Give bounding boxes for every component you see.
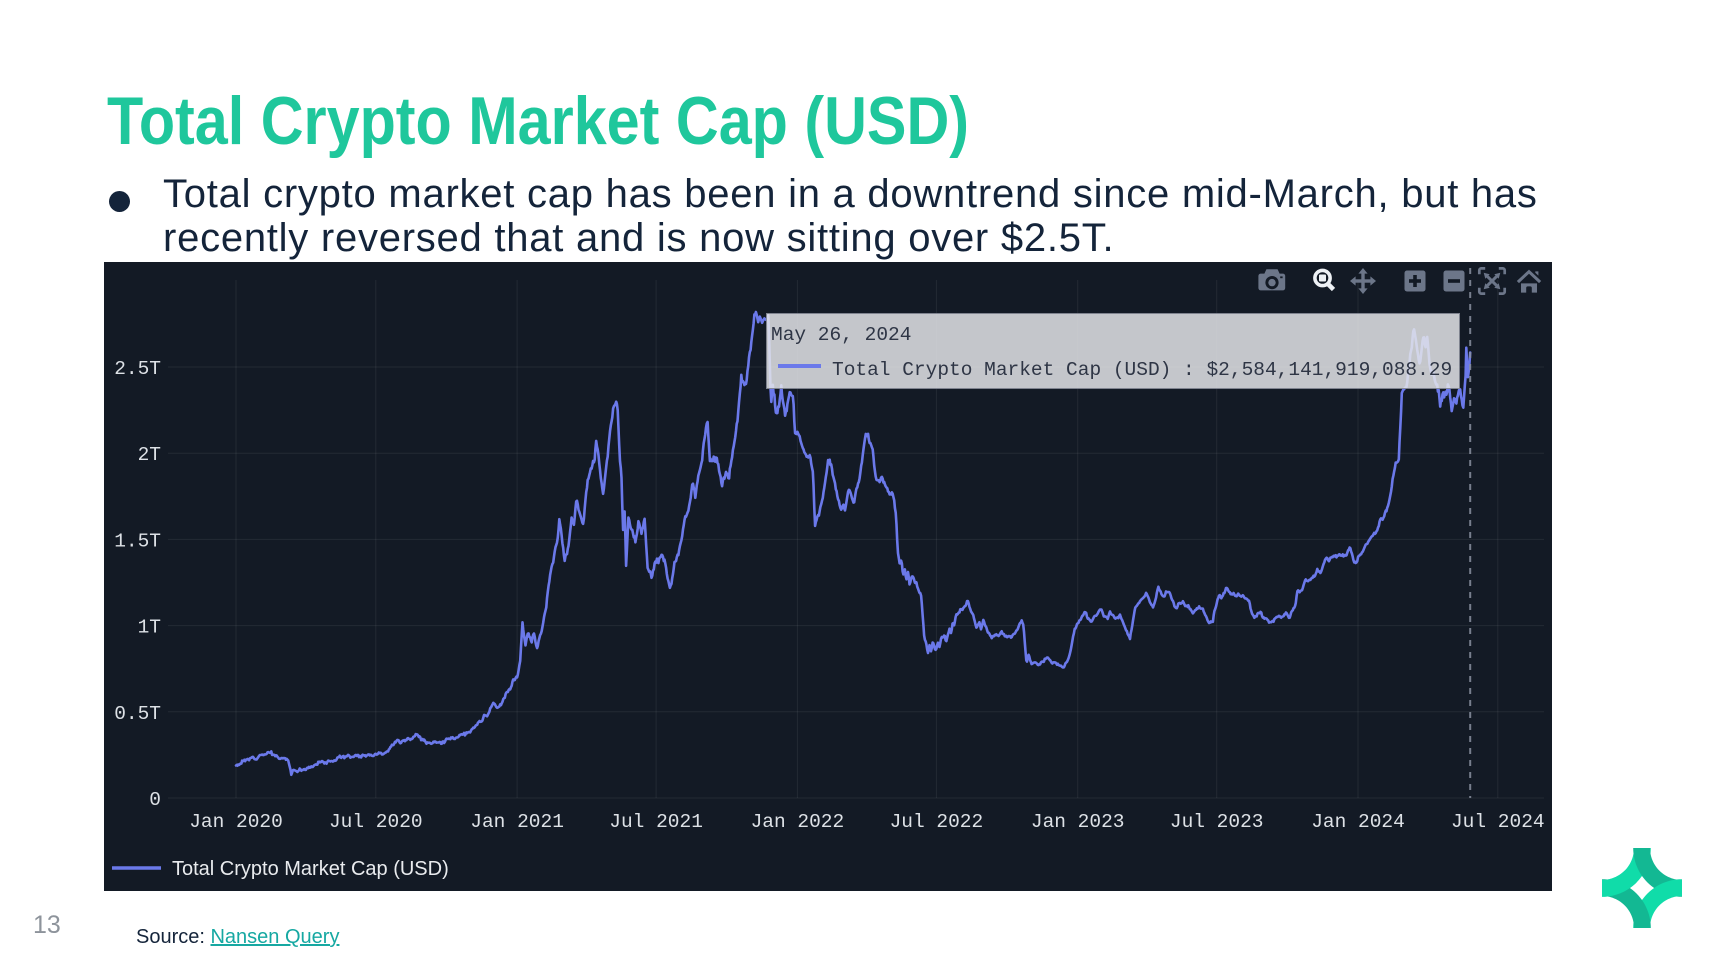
svg-text:Jul 2024: Jul 2024 (1451, 811, 1545, 833)
svg-text:Jul 2021: Jul 2021 (609, 811, 703, 833)
svg-text:Jan 2023: Jan 2023 (1031, 811, 1125, 833)
svg-text:1.5T: 1.5T (114, 530, 161, 552)
svg-text:0.5T: 0.5T (114, 703, 161, 725)
svg-text:Jan 2022: Jan 2022 (751, 811, 845, 833)
svg-text:Jul 2022: Jul 2022 (890, 811, 984, 833)
svg-text:1T: 1T (138, 617, 161, 639)
svg-text:Jul 2020: Jul 2020 (329, 811, 423, 833)
svg-text:2T: 2T (138, 444, 161, 466)
svg-text:0: 0 (149, 789, 161, 811)
svg-text:Jan 2024: Jan 2024 (1311, 811, 1405, 833)
svg-text:Total Crypto Market Cap (USD): Total Crypto Market Cap (USD) (172, 858, 449, 880)
svg-text:Jan 2021: Jan 2021 (470, 811, 564, 833)
svg-text:Jul 2023: Jul 2023 (1170, 811, 1264, 833)
svg-text:2.5T: 2.5T (114, 358, 161, 380)
svg-text:Jan 2020: Jan 2020 (189, 811, 283, 833)
